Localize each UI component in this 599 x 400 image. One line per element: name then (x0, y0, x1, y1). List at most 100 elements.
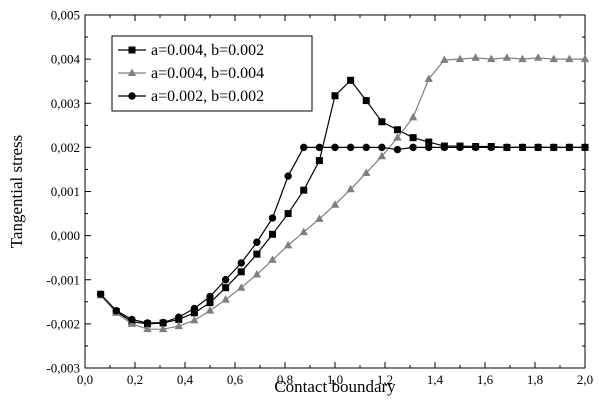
y-tick-label: 0,002 (51, 140, 80, 155)
legend-marker (127, 68, 137, 76)
legend-item-3: a=0.002, b=0.002 (118, 88, 264, 105)
data-point (549, 54, 558, 63)
data-point (206, 292, 214, 301)
data-point (190, 309, 198, 317)
y-tick-label: -0,002 (46, 316, 80, 331)
data-point (581, 143, 589, 152)
data-point (394, 126, 401, 134)
data-point (315, 214, 324, 222)
legend-item-1: a=0.004, b=0.002 (118, 42, 264, 59)
x-axis-title: Contact boundary (274, 377, 396, 396)
data-point (253, 238, 261, 246)
data-point (283, 240, 293, 249)
data-point (331, 92, 339, 100)
data-point (143, 324, 152, 333)
data-point (237, 259, 245, 267)
series-3 (96, 143, 589, 327)
legend: a=0.004, b=0.002 a=0.004, b=0.004 a=0.002,… (111, 35, 313, 112)
data-point (331, 143, 339, 152)
data-point (487, 54, 496, 63)
data-point (424, 74, 433, 82)
x-tick-label: 0,8 (277, 372, 293, 387)
data-point (346, 184, 355, 193)
data-point (300, 186, 308, 194)
data-point (377, 151, 387, 160)
legend-label: a=0.004, b=0.002 (151, 42, 264, 59)
y-tick-label: 0,001 (51, 184, 80, 199)
series-line (100, 79, 585, 325)
legend-label: a=0.004, b=0.004 (151, 65, 264, 82)
x-tick-label: 1,0 (327, 372, 343, 387)
data-point (315, 157, 323, 165)
y-tick-label: 0,004 (51, 52, 81, 67)
data-point (221, 276, 230, 284)
data-point (315, 143, 324, 152)
y-tick-label: 0,003 (51, 96, 80, 111)
x-tick-label: 0,4 (177, 372, 194, 387)
data-point (409, 134, 417, 142)
series-layer (96, 53, 590, 333)
legend-item-2: a=0.004, b=0.004 (118, 65, 264, 82)
data-point (393, 145, 402, 154)
data-point (580, 54, 590, 63)
data-point (440, 55, 449, 64)
data-point (158, 324, 168, 333)
series-2 (96, 53, 590, 333)
data-point (565, 54, 574, 63)
axis-layer: 0,0 0,2 0,4 0,6 0,8 1,0 1,2 1,4 1,6 1,8 2,0 -0,003 -… (46, 8, 593, 388)
data-point (346, 143, 355, 152)
data-point (174, 321, 183, 330)
data-point (503, 143, 511, 152)
data-point (96, 290, 105, 299)
data-point (190, 304, 199, 313)
x-tick-label: 1,4 (427, 372, 444, 387)
series-1 (97, 76, 589, 328)
data-point (408, 112, 418, 121)
data-point (330, 200, 340, 208)
data-point (205, 306, 215, 314)
data-point (471, 53, 480, 61)
y-tick-label: 0,000 (51, 228, 80, 243)
data-point (284, 210, 292, 218)
y-tick-label: -0,003 (46, 361, 80, 376)
data-point (409, 143, 417, 152)
data-point (455, 54, 465, 63)
data-point (299, 227, 308, 236)
data-point (534, 143, 542, 152)
data-point (237, 283, 246, 291)
data-point (550, 143, 558, 152)
data-point (378, 118, 386, 126)
y-tick-label: 0,005 (51, 8, 80, 23)
legend-marker (128, 92, 136, 100)
legend-label: a=0.002, b=0.002 (151, 88, 264, 105)
data-point (112, 306, 120, 315)
data-point (502, 53, 512, 61)
y-tick-label: -0,001 (46, 272, 80, 287)
data-point (284, 172, 292, 180)
x-tick-label: 0,0 (77, 372, 93, 387)
data-point (128, 315, 136, 324)
data-point (533, 53, 543, 61)
data-point (190, 315, 199, 324)
x-tick-label: 1,8 (527, 372, 543, 387)
legend-marker (128, 46, 136, 54)
data-point (143, 319, 152, 327)
data-point (425, 143, 433, 152)
data-point (362, 97, 370, 105)
data-point (269, 230, 276, 238)
x-tick-label: 1,6 (477, 372, 494, 387)
data-point (487, 143, 495, 152)
data-point (393, 133, 402, 141)
data-point (206, 299, 214, 307)
x-tick-label: 0,6 (227, 372, 244, 387)
series-line (100, 146, 585, 324)
x-tick-label: 2,0 (577, 372, 593, 387)
data-point (159, 318, 167, 327)
data-point (362, 143, 370, 152)
y-axis-title: Tangential stress (7, 135, 26, 249)
data-point (518, 143, 527, 152)
data-point (253, 250, 261, 258)
data-point (456, 143, 464, 152)
